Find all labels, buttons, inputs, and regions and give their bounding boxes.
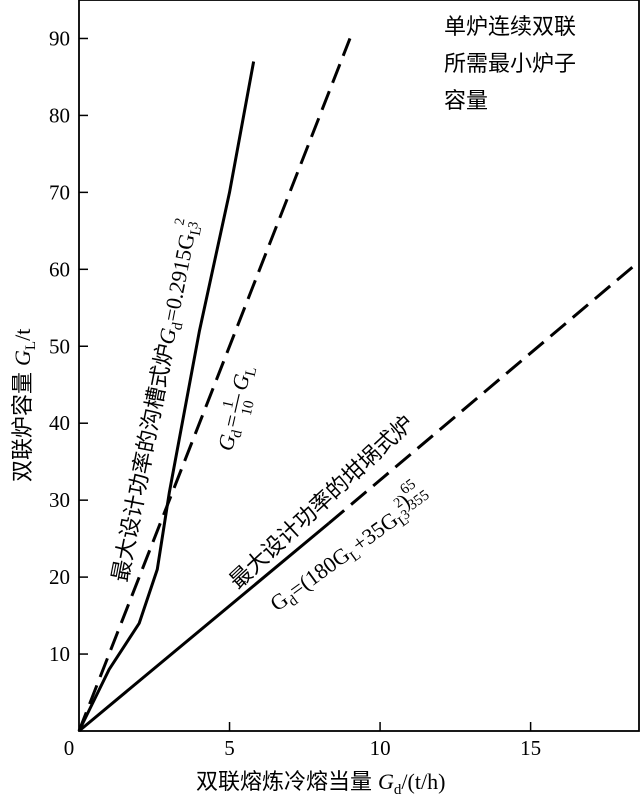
- series-crucible-line-solid: [78, 522, 330, 733]
- channel-formula-exp-num: 2: [172, 217, 188, 227]
- series-channel-furnace-line: [77, 61, 256, 732]
- y-axis-title-unit: /t: [10, 329, 35, 341]
- channel-furnace-label: 最大设计功率的沟槽式炉Gd=0.2915GL23: [103, 217, 206, 585]
- y-tick-label: 80: [49, 103, 70, 127]
- y-tick-label: 10: [49, 642, 70, 666]
- y-tick-label: 90: [49, 26, 70, 50]
- corner-note-line-3: 容量: [444, 88, 488, 113]
- line-formula-num: 1: [220, 399, 237, 410]
- y-axis-title-symbol: G: [10, 350, 35, 366]
- y-axis-title: 双联炉容量 GL/t: [10, 329, 39, 482]
- axis-ticks: 0 5 10 15 10 20 30 40 50 60 70 80 90: [49, 26, 541, 760]
- line-formula-eq: =: [218, 412, 245, 430]
- x-tick-label: 0: [64, 736, 75, 760]
- channel-formula-d: d: [169, 321, 186, 332]
- channel-formula-coef: =0.2915G: [158, 231, 200, 323]
- crucible-formula-part2: +35G: [347, 507, 402, 557]
- line-formula-den: 10: [239, 399, 258, 417]
- line-formula-fraction-bar: [234, 394, 240, 413]
- x-axis-title-sub: d: [394, 782, 402, 798]
- x-tick-label: 15: [520, 736, 541, 760]
- plot-frame: [78, 0, 640, 732]
- series-group: [77, 37, 640, 733]
- corner-note-line-2: 所需最小炉子: [444, 51, 576, 76]
- channel-formula-exp-den: 3: [186, 220, 202, 230]
- x-tick-label: 5: [224, 736, 235, 760]
- y-tick-label: 50: [49, 334, 70, 358]
- y-tick-label: 60: [49, 257, 70, 281]
- y-axis-title-text: 双联炉容量: [10, 372, 35, 482]
- corner-note-line-1: 单炉连续双联: [444, 14, 576, 39]
- line-formula-d: d: [229, 428, 246, 439]
- y-tick-label: 30: [49, 488, 70, 512]
- series-ratio-line: [77, 37, 352, 732]
- y-axis-title-sub: L: [23, 341, 39, 350]
- dashed-line-formula: G d = 1 10 G L: [213, 365, 261, 453]
- line-formula-g: G: [213, 432, 241, 453]
- channel-furnace-text: 最大设计功率的沟槽式炉: [107, 342, 178, 584]
- x-axis-title-unit: /(t/h): [401, 769, 445, 794]
- x-axis-title: 双联熔炼冷熔当量 Gd/(t/h): [196, 769, 445, 798]
- y-tick-label: 40: [49, 411, 70, 435]
- y-tick-label: 70: [49, 180, 70, 204]
- x-tick-label: 10: [370, 736, 391, 760]
- y-tick-label: 20: [49, 565, 70, 589]
- channel-formula-l: L: [188, 225, 205, 237]
- x-axis-title-symbol: G: [378, 769, 394, 794]
- line-formula-g2: G: [226, 372, 254, 393]
- channel-formula-g: G: [154, 326, 182, 346]
- line-formula-l: L: [243, 365, 261, 378]
- x-axis-title-text: 双联熔炼冷熔当量: [196, 769, 372, 794]
- series-crucible-line-dashed: [327, 260, 640, 525]
